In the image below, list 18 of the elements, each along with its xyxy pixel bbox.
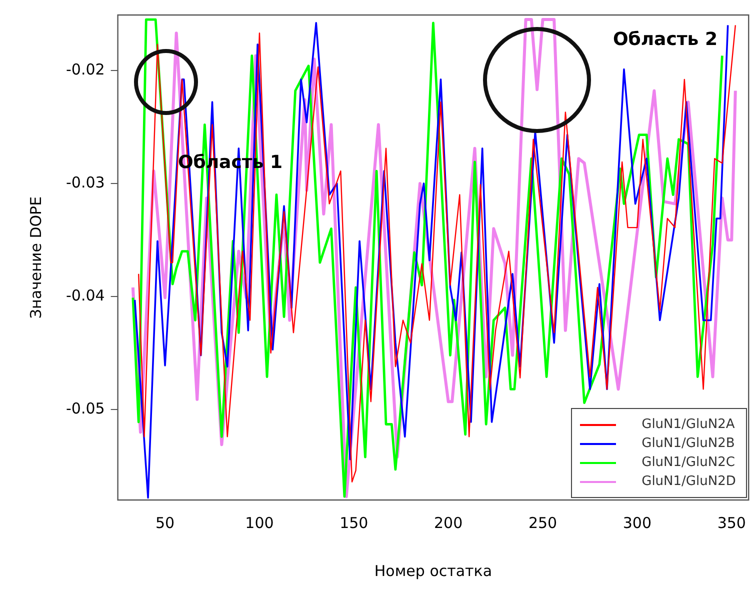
x-tick-label: 250: [528, 514, 558, 532]
x-tick-label: 50: [155, 514, 175, 532]
x-tick-label: 150: [340, 514, 368, 532]
y-axis-title: Значение DOPE: [26, 196, 45, 319]
x-tick-label: 200: [434, 514, 463, 532]
y-tick-label: -0.05: [66, 399, 105, 418]
legend-label: GluN1/GluN2D: [642, 474, 736, 489]
x-tick-label: 100: [245, 514, 274, 532]
legend-label: GluN1/GluN2C: [642, 455, 735, 470]
y-tick-label: -0.03: [66, 173, 105, 192]
y-tick-label: -0.04: [66, 286, 105, 304]
x-tick-label: 300: [622, 514, 652, 532]
x-axis-title: Номер остатка: [374, 562, 492, 580]
annotation: Область 2: [613, 29, 718, 50]
y-tick-label: -0.02: [66, 60, 105, 78]
legend-label: GluN1/GluN2B: [642, 436, 735, 451]
legend-label: GluN1/GluN2A: [642, 417, 735, 432]
x-tick-label: 350: [717, 514, 746, 532]
